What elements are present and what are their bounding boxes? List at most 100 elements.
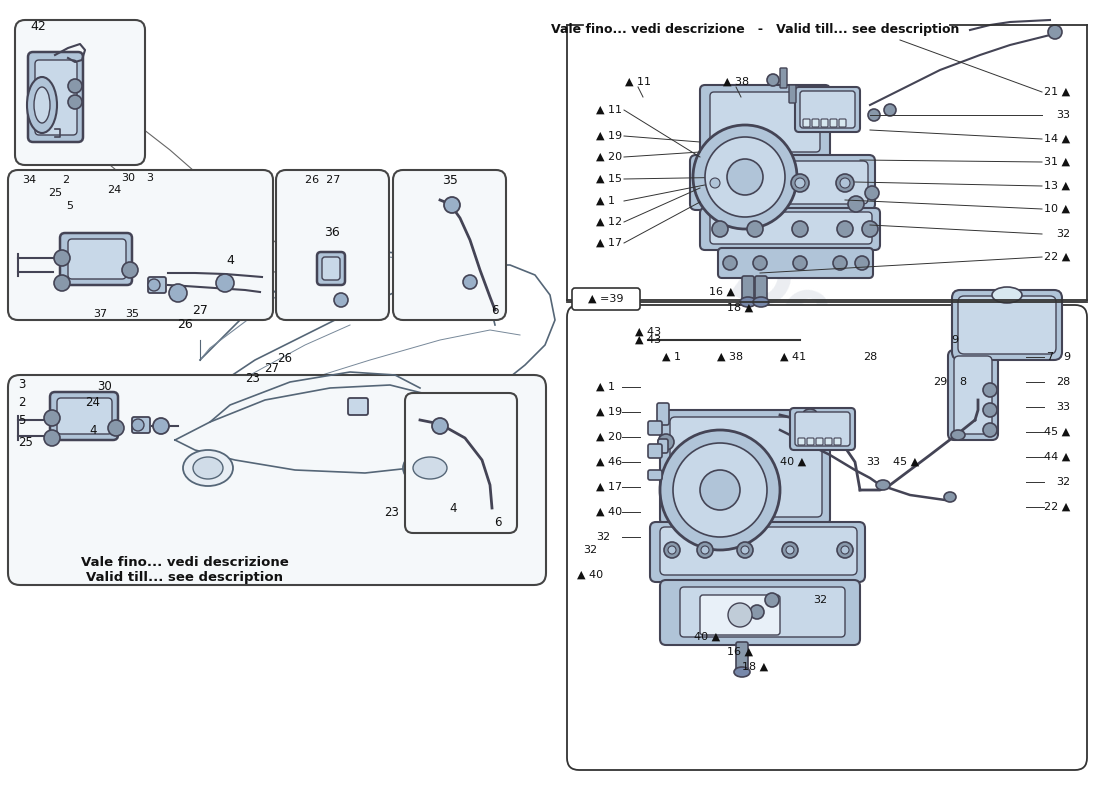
FancyBboxPatch shape <box>736 642 748 672</box>
Ellipse shape <box>153 418 169 434</box>
Text: 45 ▲: 45 ▲ <box>893 457 920 467</box>
Ellipse shape <box>28 77 57 133</box>
Text: ▲ 38: ▲ 38 <box>723 77 749 87</box>
FancyBboxPatch shape <box>28 52 82 142</box>
Ellipse shape <box>660 430 780 550</box>
Text: 14 ▲: 14 ▲ <box>1044 134 1070 144</box>
Ellipse shape <box>754 256 767 270</box>
Ellipse shape <box>169 284 187 302</box>
Text: ▲ 15: ▲ 15 <box>596 174 622 184</box>
FancyBboxPatch shape <box>317 252 345 285</box>
Ellipse shape <box>833 256 847 270</box>
Ellipse shape <box>108 420 124 436</box>
Ellipse shape <box>122 262 138 278</box>
FancyBboxPatch shape <box>830 119 837 127</box>
FancyBboxPatch shape <box>803 119 810 127</box>
Ellipse shape <box>135 458 165 478</box>
Ellipse shape <box>876 480 890 490</box>
Text: 27: 27 <box>264 362 279 374</box>
Text: Vale fino... vedi descrizione: Vale fino... vedi descrizione <box>81 557 289 570</box>
FancyBboxPatch shape <box>839 119 846 127</box>
Text: ▲ 40: ▲ 40 <box>576 570 603 580</box>
Ellipse shape <box>792 221 808 237</box>
FancyBboxPatch shape <box>958 296 1056 354</box>
Ellipse shape <box>727 159 763 195</box>
Text: 45 ▲: 45 ▲ <box>1044 427 1070 437</box>
Text: 34: 34 <box>22 175 36 185</box>
Text: 23: 23 <box>245 373 261 386</box>
Text: 16 ▲: 16 ▲ <box>710 287 735 297</box>
FancyBboxPatch shape <box>954 356 992 434</box>
Ellipse shape <box>865 186 879 200</box>
FancyBboxPatch shape <box>8 375 546 585</box>
Ellipse shape <box>68 95 82 109</box>
Text: 32: 32 <box>1056 477 1070 487</box>
Ellipse shape <box>432 418 448 434</box>
FancyBboxPatch shape <box>710 212 872 244</box>
FancyBboxPatch shape <box>821 119 828 127</box>
Ellipse shape <box>992 287 1022 303</box>
Ellipse shape <box>791 174 808 192</box>
Ellipse shape <box>100 438 200 498</box>
Ellipse shape <box>868 109 880 121</box>
Ellipse shape <box>983 403 997 417</box>
Ellipse shape <box>837 221 852 237</box>
FancyBboxPatch shape <box>15 20 145 165</box>
Text: 3: 3 <box>18 378 25 391</box>
Ellipse shape <box>862 221 878 237</box>
Text: ▲ 38: ▲ 38 <box>717 352 744 362</box>
Text: 35: 35 <box>125 309 139 319</box>
Text: 33: 33 <box>866 457 880 467</box>
Text: 30: 30 <box>98 379 112 393</box>
Text: 18 ▲: 18 ▲ <box>727 303 754 313</box>
Ellipse shape <box>836 174 854 192</box>
Text: ▲ 46: ▲ 46 <box>596 457 623 467</box>
FancyBboxPatch shape <box>650 522 865 582</box>
FancyBboxPatch shape <box>700 85 830 160</box>
FancyBboxPatch shape <box>795 412 850 446</box>
Text: ▲ 43: ▲ 43 <box>635 335 661 345</box>
Ellipse shape <box>463 275 477 289</box>
FancyBboxPatch shape <box>816 438 823 445</box>
Ellipse shape <box>983 423 997 437</box>
Text: 35: 35 <box>442 174 458 186</box>
Text: 16 ▲: 16 ▲ <box>727 647 754 657</box>
Ellipse shape <box>855 256 869 270</box>
Ellipse shape <box>741 546 749 554</box>
Text: 4: 4 <box>89 423 97 437</box>
FancyBboxPatch shape <box>330 287 352 305</box>
FancyBboxPatch shape <box>698 161 868 204</box>
Ellipse shape <box>750 605 764 619</box>
Ellipse shape <box>397 410 483 460</box>
Ellipse shape <box>422 422 458 448</box>
Text: 32: 32 <box>813 595 827 605</box>
Ellipse shape <box>848 196 864 212</box>
Text: ▲ 1: ▲ 1 <box>662 352 682 362</box>
Ellipse shape <box>673 443 767 537</box>
Text: ▲ 19: ▲ 19 <box>596 407 623 417</box>
FancyBboxPatch shape <box>657 403 669 425</box>
FancyBboxPatch shape <box>660 527 857 575</box>
Text: ▲ 41: ▲ 41 <box>780 352 806 362</box>
Ellipse shape <box>1048 25 1062 39</box>
Text: 44 ▲: 44 ▲ <box>1044 452 1070 462</box>
Ellipse shape <box>444 197 460 213</box>
Ellipse shape <box>705 137 785 217</box>
FancyBboxPatch shape <box>807 438 814 445</box>
Ellipse shape <box>754 297 769 307</box>
Text: 36: 36 <box>324 226 340 238</box>
Text: 26  27: 26 27 <box>305 175 340 185</box>
Text: ▲ 43: ▲ 43 <box>635 327 661 337</box>
FancyBboxPatch shape <box>700 208 880 250</box>
FancyBboxPatch shape <box>700 595 780 635</box>
Ellipse shape <box>740 178 750 188</box>
Ellipse shape <box>884 104 896 116</box>
Ellipse shape <box>793 256 807 270</box>
Ellipse shape <box>132 419 144 431</box>
FancyBboxPatch shape <box>8 170 273 320</box>
Text: 27: 27 <box>192 303 208 317</box>
FancyBboxPatch shape <box>789 85 796 103</box>
Ellipse shape <box>983 383 997 397</box>
Text: 25: 25 <box>18 435 33 449</box>
Text: 29: 29 <box>933 377 947 387</box>
